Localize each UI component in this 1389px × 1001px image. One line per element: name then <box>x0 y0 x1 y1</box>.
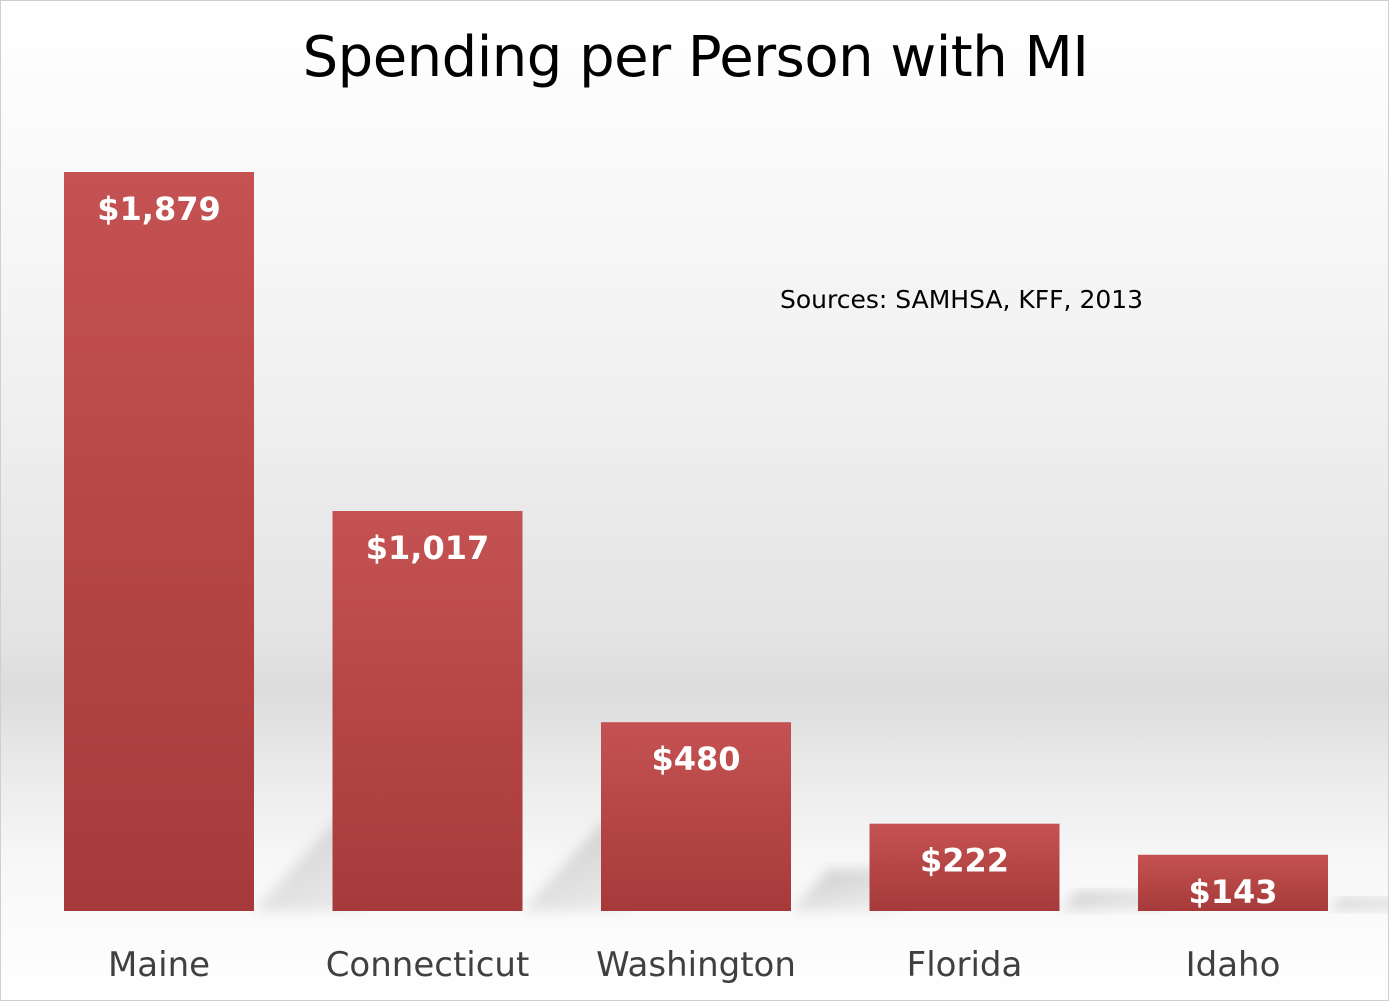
value-labels: $1,879 $1,017 $480 $222 $143 <box>97 190 1277 911</box>
category-label-idaho: Idaho <box>1186 945 1281 985</box>
bar-florida <box>869 823 1060 911</box>
category-label-washington: Washington <box>596 945 796 985</box>
category-label-florida: Florida <box>907 945 1023 985</box>
chart-title: Spending per Person with MI <box>302 25 1089 90</box>
bars <box>64 172 1328 911</box>
value-label-idaho: $143 <box>1188 873 1277 911</box>
bar-washington <box>601 722 791 911</box>
bar-connecticut <box>332 511 523 911</box>
category-label-maine: Maine <box>108 945 210 985</box>
bar-idaho <box>1138 854 1328 911</box>
bar-maine <box>64 172 254 911</box>
value-label-maine: $1,879 <box>97 190 220 228</box>
category-labels: Maine Connecticut Washington Florida Idaho <box>108 945 1280 985</box>
bar-shadow-idaho <box>1328 898 1388 911</box>
value-label-florida: $222 <box>920 842 1009 880</box>
value-label-washington: $480 <box>651 740 740 778</box>
source-note: Sources: SAMHSA, KFF, 2013 <box>780 285 1144 314</box>
category-label-connecticut: Connecticut <box>326 945 530 985</box>
value-label-connecticut: $1,017 <box>366 529 489 567</box>
